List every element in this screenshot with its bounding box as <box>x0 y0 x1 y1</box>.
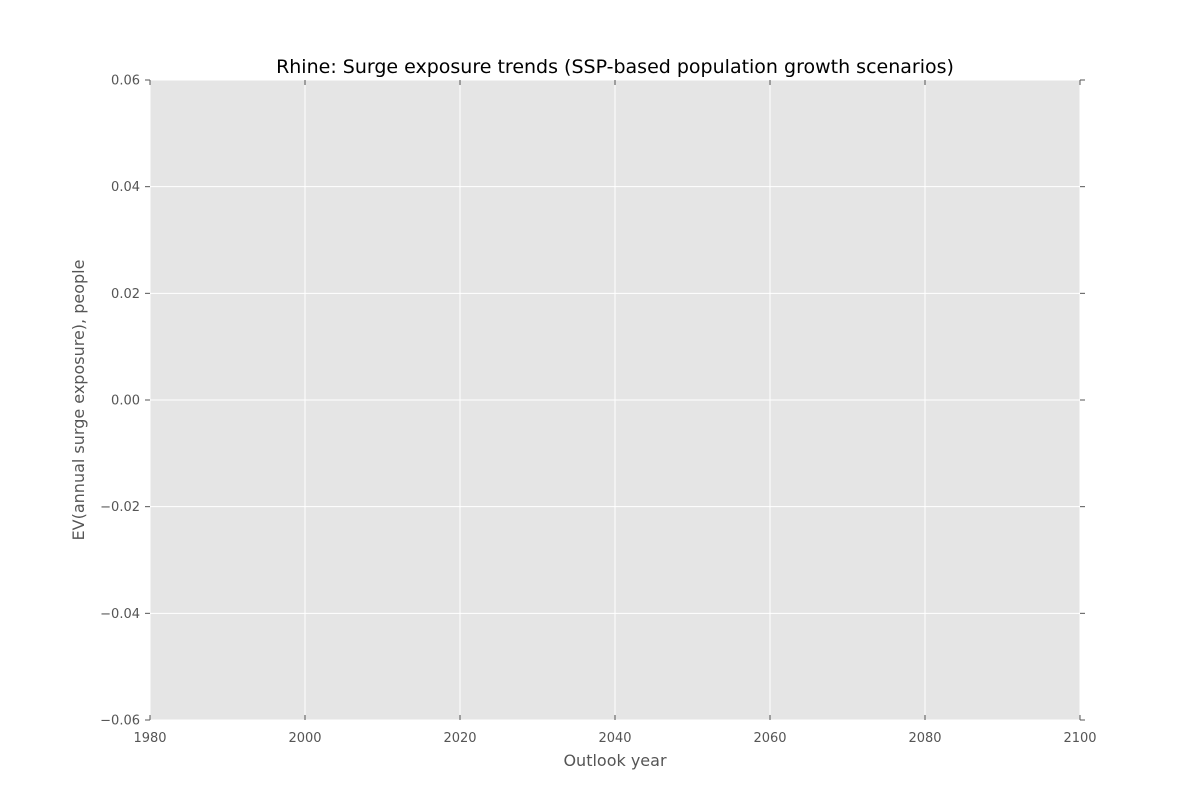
x-tick-label: 2060 <box>753 731 786 746</box>
x-axis-label: Outlook year <box>563 751 667 770</box>
y-tick-label: −0.02 <box>100 500 140 515</box>
y-tick-label: −0.04 <box>100 607 140 622</box>
y-tick-label: 0.04 <box>111 180 140 195</box>
y-tick-label: 0.02 <box>111 287 140 302</box>
y-tick-label: −0.06 <box>100 714 140 729</box>
x-tick-label: 2020 <box>443 731 476 746</box>
x-tick-label: 2080 <box>908 731 941 746</box>
y-axis-label: EV(annual surge exposure), people <box>69 260 88 541</box>
x-tick-label: 2000 <box>288 731 321 746</box>
x-tick-label: 2040 <box>598 731 631 746</box>
x-tick-label: 2100 <box>1063 731 1096 746</box>
y-tick-label: 0.06 <box>111 74 140 89</box>
x-tick-labels: 1980 2000 2020 2040 2060 2080 2100 <box>133 731 1096 746</box>
y-tick-label: 0.00 <box>111 394 140 409</box>
y-tick-labels: 0.06 0.04 0.02 0.00 −0.02 −0.04 −0.06 <box>100 74 140 729</box>
chart-title: Rhine: Surge exposure trends (SSP-based … <box>276 56 954 78</box>
ticks-layer <box>145 79 1085 721</box>
x-tick-label: 1980 <box>133 731 166 746</box>
